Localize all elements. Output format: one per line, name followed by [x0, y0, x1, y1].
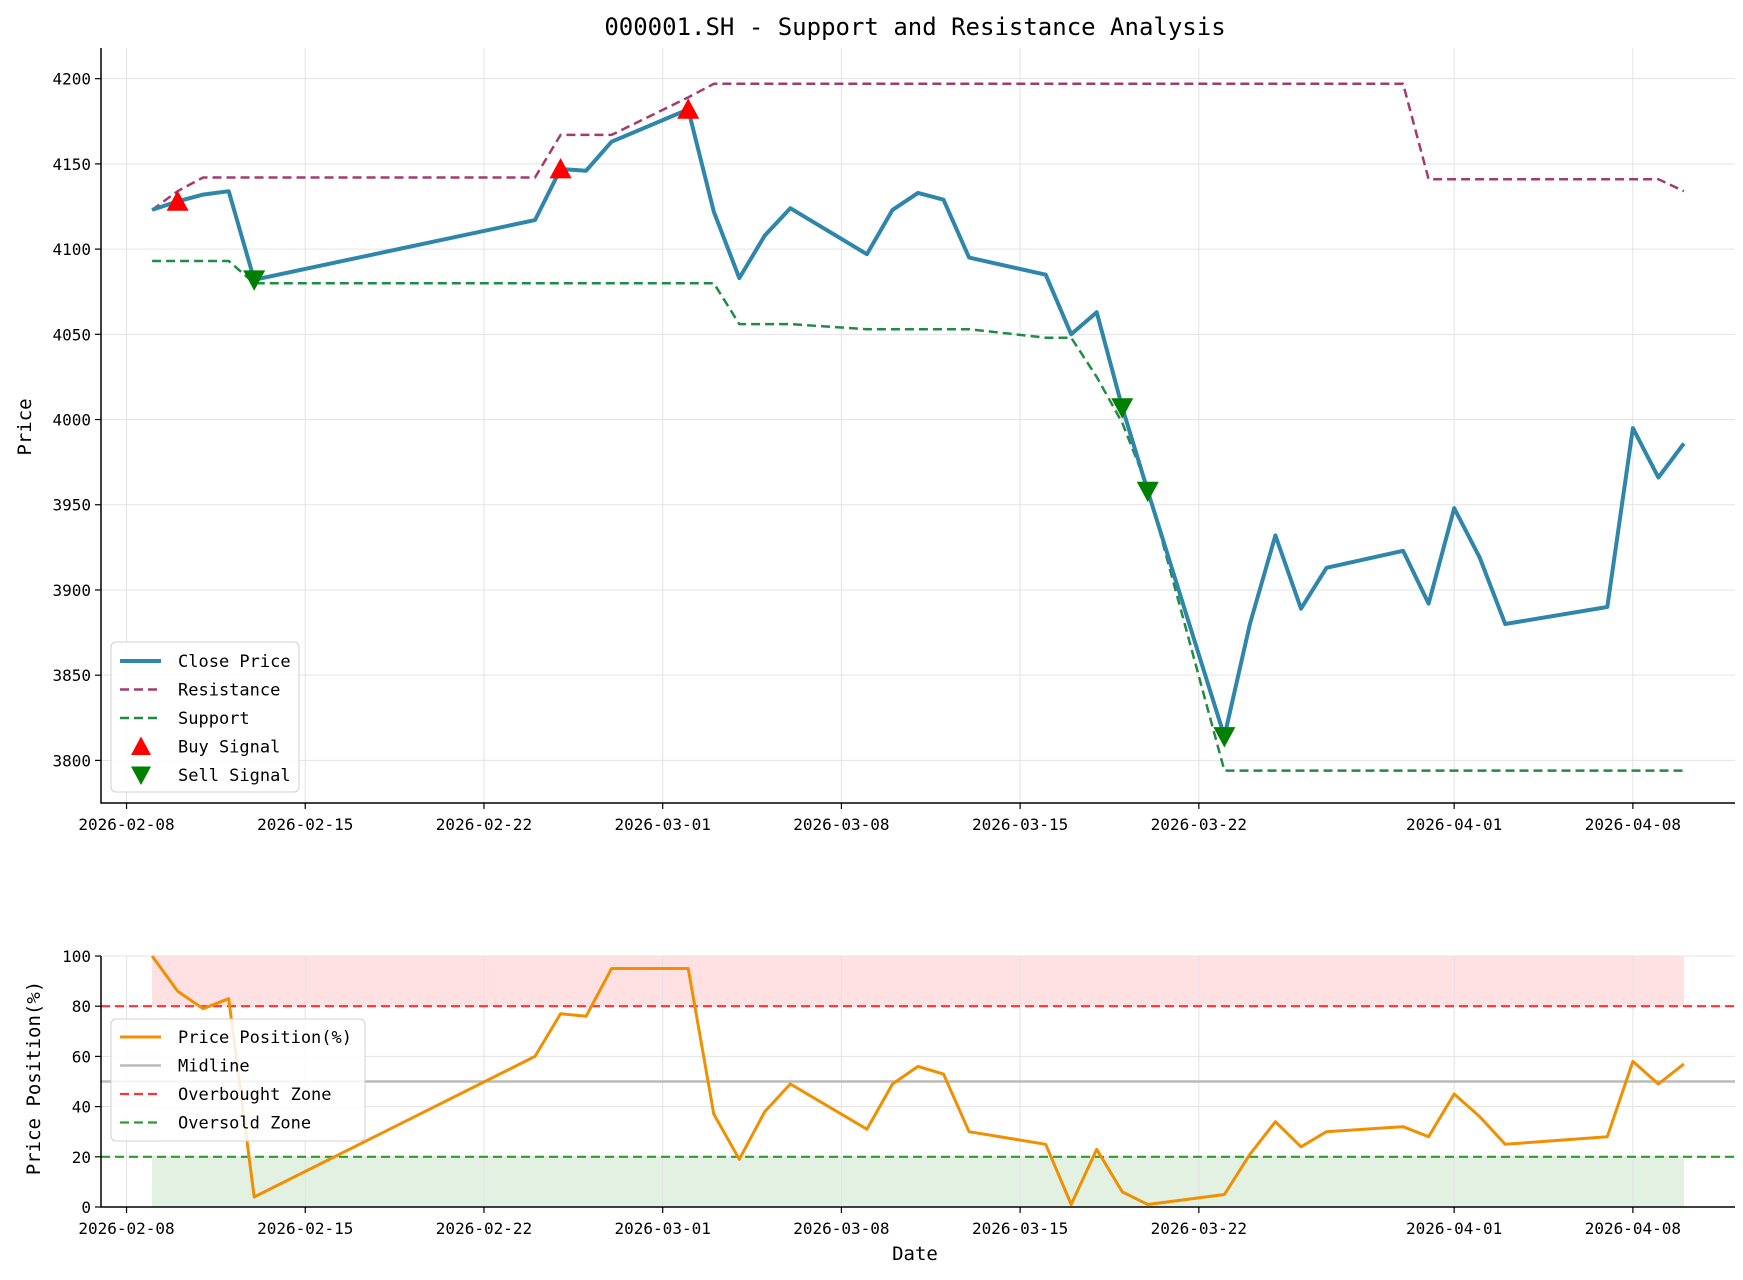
legend-label: Close Price — [178, 652, 291, 672]
price-legend: Close Price Resistance Support Buy Signal Se… — [110, 641, 300, 793]
y-tick-label: 100 — [62, 947, 91, 966]
y-tick-label: 60 — [72, 1047, 91, 1066]
overbought-band — [152, 956, 1684, 1007]
x-tick-label: 2026-04-08 — [1585, 1219, 1681, 1238]
sell-signal-marker — [1111, 398, 1134, 419]
position-zone-bands — [152, 956, 1684, 1207]
price-series — [151, 82, 1686, 772]
price-position-line — [150, 955, 1685, 1206]
date-axis-label: Date — [892, 1243, 938, 1265]
y-tick-label: 4000 — [52, 411, 91, 430]
x-tick-label: 2026-03-08 — [793, 1219, 889, 1238]
y-tick-label: 4150 — [52, 155, 91, 174]
buy-signal-marker — [677, 98, 700, 119]
axis-spines — [100, 48, 1735, 804]
y-tick-label: 4100 — [52, 240, 91, 259]
y-tick-label: 3850 — [52, 666, 91, 685]
position-series — [101, 955, 1735, 1206]
y-tick-label: 3900 — [52, 581, 91, 600]
legend-label: Buy Signal — [178, 738, 280, 758]
price-axis-label: Price — [14, 398, 36, 455]
buy-signal-marker — [549, 158, 572, 179]
x-tick-label: 2026-02-22 — [436, 1219, 532, 1238]
legend-label: Price Position(%) — [178, 1028, 352, 1048]
x-tick-label: 2026-02-08 — [78, 815, 174, 834]
buy-signal-marker — [166, 190, 189, 211]
legend-label: Overbought Zone — [178, 1085, 332, 1105]
sell-signal-marker — [1213, 727, 1236, 748]
legend-marker — [131, 736, 151, 755]
price-axes: 3800 3850 3900 3950 4000 4050 4100 4150 4200 2026… — [52, 48, 1735, 834]
y-tick-label: 4050 — [52, 325, 91, 344]
x-tick-label: 2026-02-22 — [436, 815, 532, 834]
chart-title: 000001.SH - Support and Resistance Analy… — [604, 13, 1225, 41]
x-tick-label: 2026-03-15 — [972, 815, 1068, 834]
x-tick-label: 2026-02-15 — [257, 1219, 353, 1238]
y-tick-label: 40 — [72, 1098, 91, 1117]
y-tick-label: 3950 — [52, 496, 91, 515]
support-line — [152, 259, 1684, 772]
y-tick-label: 20 — [72, 1148, 91, 1167]
y-tick-label: 80 — [72, 997, 91, 1016]
y-tick-label: 0 — [81, 1198, 91, 1217]
price-grid — [101, 48, 1735, 803]
x-tick-label: 2026-04-08 — [1585, 815, 1681, 834]
y-tick-label: 4200 — [52, 70, 91, 89]
position-axis-label: Price Position(%) — [23, 981, 45, 1175]
x-tick-label: 2026-02-15 — [257, 815, 353, 834]
position-panel: 0 20 40 60 80 100 2026-02-08 2026-02-15 2026-02-… — [23, 947, 1735, 1265]
x-tick-label: 2026-03-15 — [972, 1219, 1068, 1238]
legend-label: Midline — [178, 1057, 250, 1077]
sell-signal-marker — [1136, 481, 1159, 503]
x-tick-label: 2026-03-22 — [1151, 1219, 1247, 1238]
sell-signal-marker — [243, 270, 266, 291]
y-tick-label: 3800 — [52, 751, 91, 770]
axis-spines — [100, 956, 1735, 1208]
x-tick-label: 2026-04-01 — [1406, 815, 1502, 834]
legend-marker — [131, 766, 151, 785]
x-tick-label: 2026-03-22 — [1151, 815, 1247, 834]
price-panel: 3800 3850 3900 3950 4000 4050 4100 4150 4200 2026… — [14, 48, 1735, 834]
position-axes: 0 20 40 60 80 100 2026-02-08 2026-02-15 2026-02-… — [62, 947, 1735, 1238]
legend-box — [110, 1018, 366, 1142]
x-tick-label: 2026-03-08 — [793, 815, 889, 834]
resistance-line — [151, 82, 1685, 211]
legend-label: Oversold Zone — [178, 1114, 311, 1134]
x-tick-label: 2026-03-01 — [615, 1219, 711, 1238]
position-legend: Price Position(%) Midline Overbought Zone O… — [110, 1018, 366, 1142]
x-tick-label: 2026-03-01 — [615, 815, 711, 834]
oversold-band — [152, 1156, 1684, 1207]
x-tick-label: 2026-04-01 — [1406, 1219, 1502, 1238]
legend-label: Support — [178, 709, 250, 729]
legend-label: Sell Signal — [178, 766, 291, 786]
x-tick-label: 2026-02-08 — [78, 1219, 174, 1238]
legend-box — [110, 641, 300, 793]
legend-label: Resistance — [178, 681, 280, 701]
